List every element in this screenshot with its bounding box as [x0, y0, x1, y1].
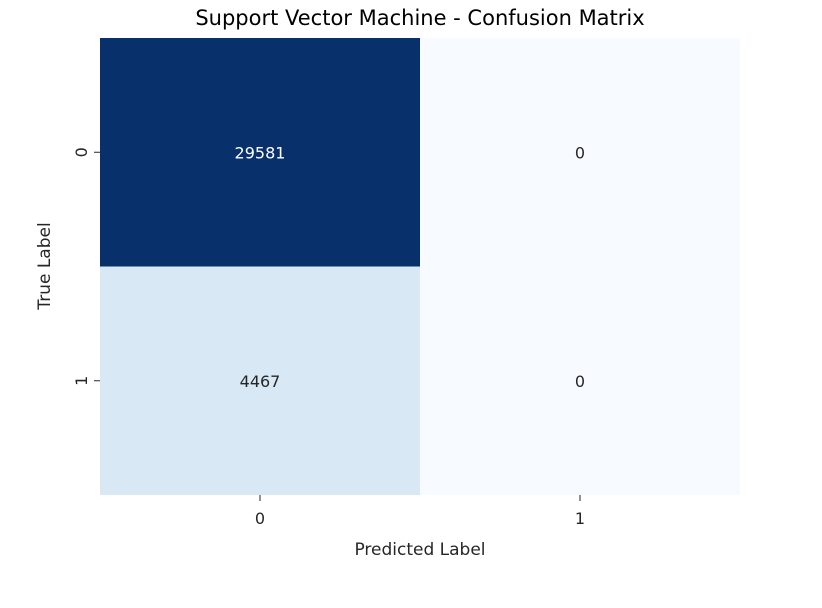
heatmap-cells: 29581 0 4467 0 [100, 38, 740, 495]
heatmap-cell-1-0 [100, 266, 420, 495]
axis-ticks: 0 1 0 1 [72, 147, 585, 528]
x-axis-label: Predicted Label [354, 540, 485, 560]
y-tick-label-0: 0 [72, 147, 91, 157]
cell-value-label-0-1: 0 [575, 143, 585, 162]
heatmap-cell-0-0 [100, 38, 420, 267]
y-axis-label: True Label [35, 222, 55, 310]
cell-value-label-1-1: 0 [575, 372, 585, 391]
x-tick-label-1: 1 [575, 509, 585, 528]
x-tick-label-0: 0 [255, 509, 265, 528]
heatmap-cell-0-1 [420, 38, 740, 267]
cell-value-label-1-0: 4467 [240, 372, 281, 391]
heatmap-cell-1-1 [420, 266, 740, 495]
cell-value-label-0-0: 29581 [235, 143, 286, 162]
y-tick-label-1: 1 [72, 376, 91, 386]
chart-title: Support Vector Machine - Confusion Matri… [195, 6, 644, 30]
